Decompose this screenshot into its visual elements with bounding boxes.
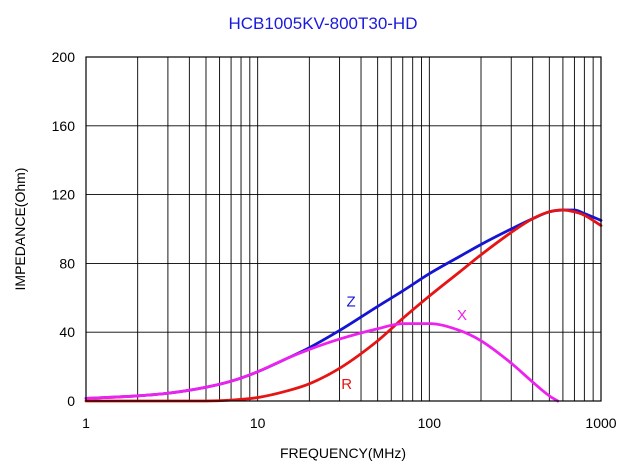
series-label-x: X <box>457 307 467 324</box>
series-labels: Z R X <box>341 293 467 393</box>
series-line-r <box>84 208 603 403</box>
series-label-r: R <box>341 376 352 393</box>
series-label-z: Z <box>346 293 355 310</box>
y-tick-label: 40 <box>59 324 75 340</box>
x-tick-label: 1 <box>82 415 90 431</box>
plot-grid <box>86 57 601 401</box>
y-tick-label: 0 <box>67 393 75 409</box>
x-tick-labels: 1 10 100 1000 <box>82 415 617 431</box>
y-tick-label: 160 <box>52 118 76 134</box>
x-tick-label: 10 <box>250 415 266 431</box>
y-tick-labels: 0 40 80 120 160 200 <box>52 49 76 409</box>
chart-title: HCB1005KV-800T30-HD <box>229 14 418 33</box>
x-tick-label: 1000 <box>585 415 616 431</box>
x-tick-label: 100 <box>418 415 442 431</box>
plot-frame <box>85 56 602 402</box>
series-line-x <box>84 322 560 403</box>
series-line-z <box>84 208 603 400</box>
plot-series <box>84 208 603 403</box>
y-axis-label: IMPEDANCE(Ohm) <box>12 168 28 291</box>
y-tick-label: 120 <box>52 187 76 203</box>
x-axis-label: FREQUENCY(MHz) <box>280 445 406 461</box>
y-tick-label: 80 <box>59 255 75 271</box>
y-tick-label: 200 <box>52 49 76 65</box>
